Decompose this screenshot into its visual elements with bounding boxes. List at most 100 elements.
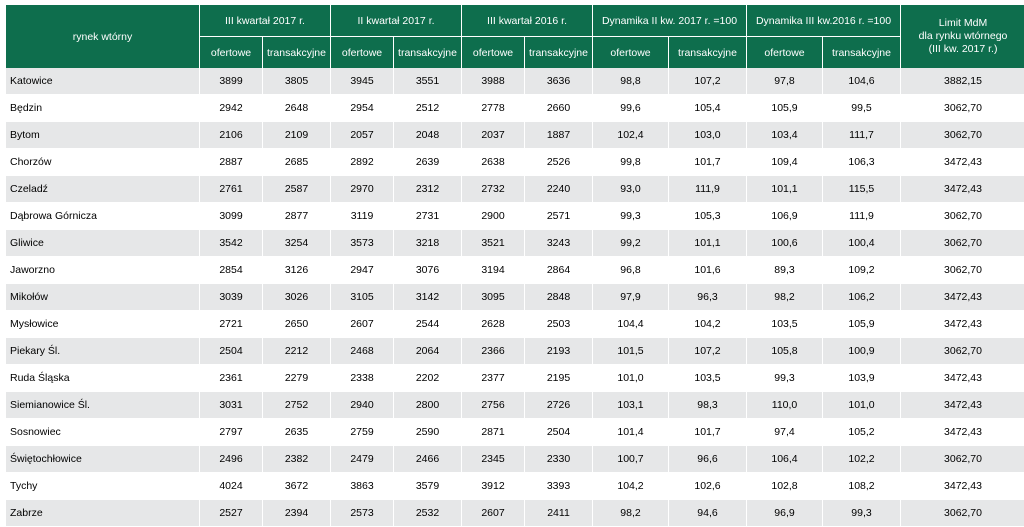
limit-cell: 3472,43 (901, 284, 1024, 311)
value-cell: 2106 (200, 122, 262, 149)
value-cell: 101,7 (669, 149, 747, 176)
value-cell: 2900 (462, 203, 525, 230)
value-cell: 2109 (263, 122, 330, 149)
value-cell: 3142 (394, 284, 462, 311)
value-cell: 2212 (263, 338, 330, 365)
table-row: Zabrze 2527 2394 2573 2532 2607 2411 98,2 94,6 96… (6, 500, 1024, 527)
value-cell: 105,9 (823, 311, 901, 338)
sub-header-ofertowe: ofertowe (462, 37, 525, 68)
value-cell: 2361 (200, 365, 262, 392)
sub-header-ofertowe: ofertowe (200, 37, 262, 68)
value-cell: 2685 (263, 149, 330, 176)
sub-header-ofertowe: ofertowe (747, 37, 823, 68)
value-cell: 2573 (331, 500, 393, 527)
value-cell: 98,8 (593, 68, 669, 95)
city-cell: Jaworzno (6, 257, 199, 284)
limit-cell: 3472,43 (901, 311, 1024, 338)
limit-header-line-2: dla rynku wtórnego (918, 30, 1008, 42)
value-cell: 2800 (394, 392, 462, 419)
value-cell: 2037 (462, 122, 525, 149)
value-cell: 101,1 (669, 230, 747, 257)
city-cell: Mikołów (6, 284, 199, 311)
value-cell: 2731 (394, 203, 462, 230)
group-header-q3-2016: III kwartał 2016 r. (462, 5, 593, 37)
value-cell: 97,8 (747, 68, 823, 95)
limit-cell: 3062,70 (901, 338, 1024, 365)
value-cell: 2504 (200, 338, 262, 365)
value-cell: 2797 (200, 419, 262, 446)
value-cell: 115,5 (823, 176, 901, 203)
value-cell: 3126 (263, 257, 330, 284)
value-cell: 3039 (200, 284, 262, 311)
value-cell: 111,9 (823, 203, 901, 230)
value-cell: 3672 (263, 473, 330, 500)
city-cell: Dąbrowa Górnicza (6, 203, 199, 230)
value-cell: 3254 (263, 230, 330, 257)
value-cell: 2512 (394, 95, 462, 122)
city-cell: Ruda Śląska (6, 365, 199, 392)
value-cell: 3076 (394, 257, 462, 284)
value-cell: 96,6 (669, 446, 747, 473)
value-cell: 2650 (263, 311, 330, 338)
row-label-header: rynek wtórny (6, 5, 199, 68)
value-cell: 2639 (394, 149, 462, 176)
limit-header-line-3: (III kw. 2017 r.) (928, 43, 998, 55)
value-cell: 99,8 (593, 149, 669, 176)
value-cell: 3899 (200, 68, 262, 95)
value-cell: 2864 (525, 257, 593, 284)
value-cell: 100,6 (747, 230, 823, 257)
limit-cell: 3472,43 (901, 419, 1024, 446)
value-cell: 3099 (200, 203, 262, 230)
sub-header-transakcyjne: transakcyjne (394, 37, 462, 68)
value-cell: 101,1 (747, 176, 823, 203)
sub-header-transakcyjne: transakcyjne (525, 37, 593, 68)
value-cell: 2877 (263, 203, 330, 230)
value-cell: 111,7 (823, 122, 901, 149)
value-cell: 2057 (331, 122, 393, 149)
header-row-groups: rynek wtórny III kwartał 2017 r. II kwar… (6, 5, 1024, 68)
value-cell: 2638 (462, 149, 525, 176)
value-cell: 2377 (462, 365, 525, 392)
city-cell: Chorzów (6, 149, 199, 176)
value-cell: 102,4 (593, 122, 669, 149)
value-cell: 2759 (331, 419, 393, 446)
value-cell: 2887 (200, 149, 262, 176)
value-cell: 2590 (394, 419, 462, 446)
table-row: Czeladź 2761 2587 2970 2312 2732 2240 93,0 111,9… (6, 176, 1024, 203)
value-cell: 106,9 (747, 203, 823, 230)
value-cell: 2571 (525, 203, 593, 230)
value-cell: 2382 (263, 446, 330, 473)
value-cell: 101,5 (593, 338, 669, 365)
value-cell: 2064 (394, 338, 462, 365)
table-header: rynek wtórny III kwartał 2017 r. II kwar… (6, 5, 1024, 68)
value-cell: 99,3 (823, 500, 901, 527)
value-cell: 2947 (331, 257, 393, 284)
value-cell: 100,7 (593, 446, 669, 473)
value-cell: 99,3 (593, 203, 669, 230)
value-cell: 2240 (525, 176, 593, 203)
city-cell: Piekary Śl. (6, 338, 199, 365)
table-row: Świętochłowice 2496 2382 2479 2466 2345 2330 10… (6, 446, 1024, 473)
value-cell: 3194 (462, 257, 525, 284)
value-cell: 2635 (263, 419, 330, 446)
value-cell: 105,9 (747, 95, 823, 122)
value-cell: 99,3 (747, 365, 823, 392)
limit-cell: 3472,43 (901, 176, 1024, 203)
value-cell: 96,3 (669, 284, 747, 311)
value-cell: 3551 (394, 68, 462, 95)
value-cell: 2345 (462, 446, 525, 473)
value-cell: 105,2 (823, 419, 901, 446)
value-cell: 3542 (200, 230, 262, 257)
group-header-q2-2017: II kwartał 2017 r. (331, 5, 462, 37)
table-row: Katowice 3899 3805 3945 3551 3988 3636 98,8 107,… (6, 68, 1024, 95)
table-row: Sosnowiec 2797 2635 2759 2590 2871 2504 101,4 10… (6, 419, 1024, 446)
value-cell: 98,2 (593, 500, 669, 527)
value-cell: 2756 (462, 392, 525, 419)
value-cell: 108,2 (823, 473, 901, 500)
value-cell: 2660 (525, 95, 593, 122)
table-row: Dąbrowa Górnicza 3099 2877 3119 2731 2900 2571… (6, 203, 1024, 230)
value-cell: 3636 (525, 68, 593, 95)
value-cell: 3119 (331, 203, 393, 230)
value-cell: 104,4 (593, 311, 669, 338)
value-cell: 4024 (200, 473, 262, 500)
